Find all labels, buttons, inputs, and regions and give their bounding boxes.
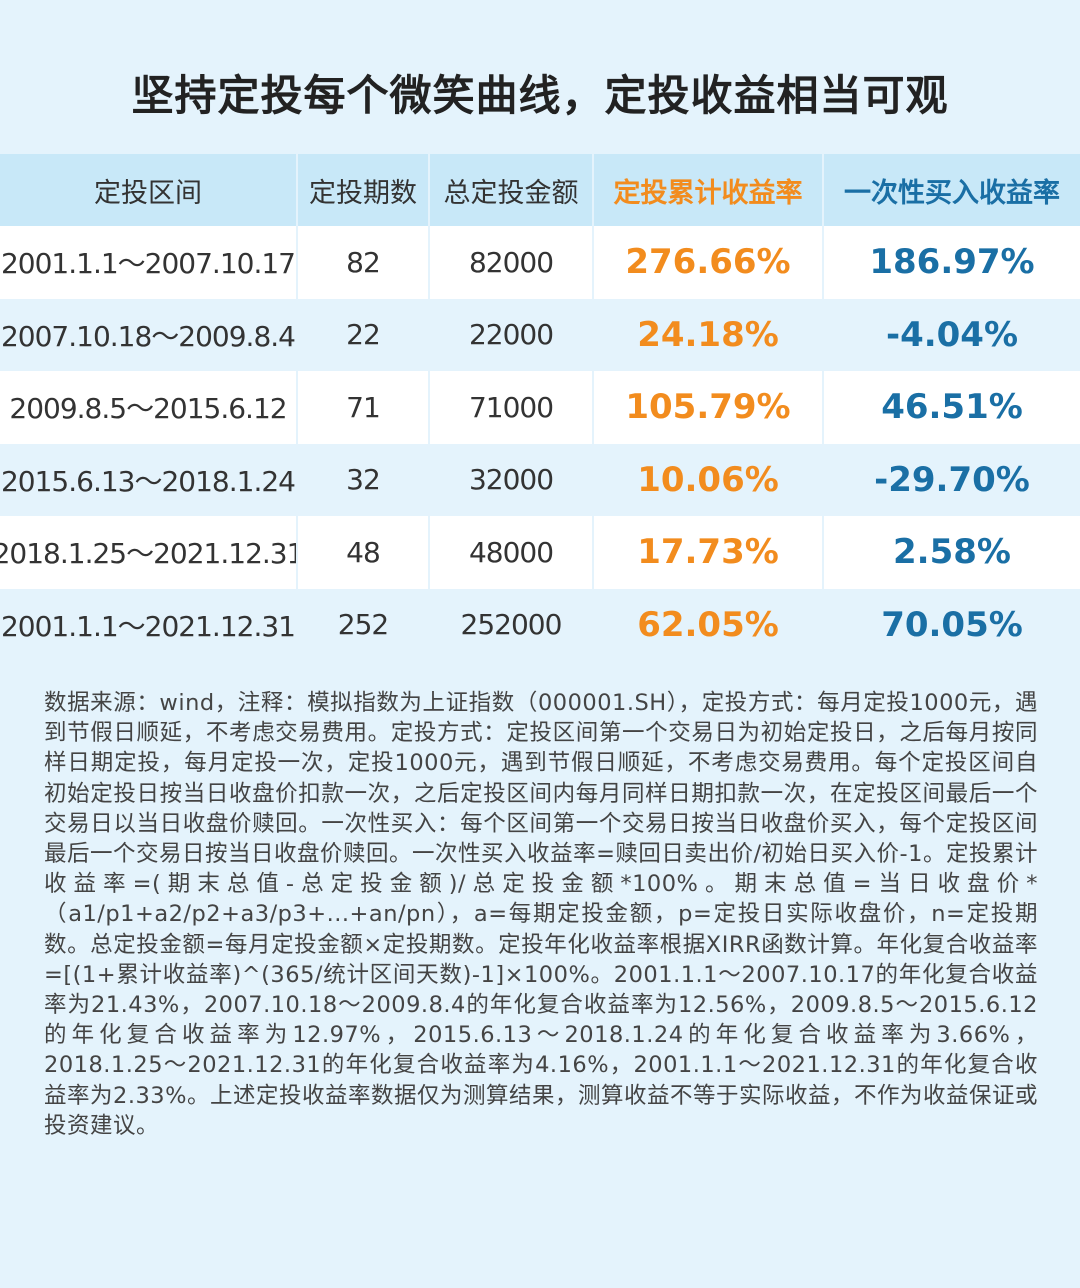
cell-dca-return: 105.79% <box>594 371 824 444</box>
cell-lump-sum-return: 2.58% <box>824 516 1080 589</box>
table-row: 2007.10.18～2009.8.4 22 22000 24.18% -4.0… <box>0 298 1080 371</box>
cell-lump-sum-return: -29.70% <box>824 443 1080 516</box>
cell-period: 2001.1.1～2007.10.17 <box>0 226 298 299</box>
table-row: 2015.6.13～2018.1.24 32 32000 10.06% -29.… <box>0 443 1080 516</box>
cell-total-amount: 82000 <box>430 226 594 299</box>
cell-period: 2007.10.18～2009.8.4 <box>0 298 298 371</box>
cell-total-amount: 71000 <box>430 371 594 444</box>
cell-count: 22 <box>298 298 430 371</box>
disclaimer-note: 数据来源：wind，注释：模拟指数为上证指数（000001.SH），定投方式：每… <box>44 690 1038 1139</box>
cell-total-amount: 32000 <box>430 443 594 516</box>
cell-total-amount: 48000 <box>430 516 594 589</box>
cell-lump-sum-return: 70.05% <box>824 588 1080 661</box>
cell-period: 2018.1.25～2021.12.31 <box>0 516 298 589</box>
cell-count: 71 <box>298 371 430 444</box>
table-row: 2001.1.1～2021.12.31 252 252000 62.05% 70… <box>0 588 1080 661</box>
cell-period: 2009.8.5～2015.6.12 <box>0 371 298 444</box>
cell-dca-return: 17.73% <box>594 516 824 589</box>
cell-dca-return: 62.05% <box>594 588 824 661</box>
cell-lump-sum-return: -4.04% <box>824 298 1080 371</box>
cell-lump-sum-return: 46.51% <box>824 371 1080 444</box>
header-lump-sum-return: 一次性买入收益率 <box>824 154 1080 226</box>
header-total-amount: 总定投金额 <box>430 154 594 226</box>
header-dca-return: 定投累计收益率 <box>594 154 824 226</box>
page-title: 坚持定投每个微笑曲线，定投收益相当可观 <box>131 71 949 120</box>
table-row: 2009.8.5～2015.6.12 71 71000 105.79% 46.5… <box>0 371 1080 444</box>
cell-dca-return: 10.06% <box>594 443 824 516</box>
cell-count: 82 <box>298 226 430 299</box>
cell-total-amount: 252000 <box>430 588 594 661</box>
returns-table: 定投区间 定投期数 总定投金额 定投累计收益率 一次性买入收益率 2001.1.… <box>0 154 1080 661</box>
table-row: 2001.1.1～2007.10.17 82 82000 276.66% 186… <box>0 226 1080 299</box>
table-header-row: 定投区间 定投期数 总定投金额 定投累计收益率 一次性买入收益率 <box>0 154 1080 226</box>
cell-period: 2001.1.1～2021.12.31 <box>0 588 298 661</box>
table-row: 2018.1.25～2021.12.31 48 48000 17.73% 2.5… <box>0 516 1080 589</box>
cell-count: 48 <box>298 516 430 589</box>
cell-count: 252 <box>298 588 430 661</box>
header-period: 定投区间 <box>0 154 298 226</box>
header-count: 定投期数 <box>298 154 430 226</box>
cell-count: 32 <box>298 443 430 516</box>
cell-period: 2015.6.13～2018.1.24 <box>0 443 298 516</box>
cell-dca-return: 276.66% <box>594 226 824 299</box>
cell-lump-sum-return: 186.97% <box>824 226 1080 299</box>
cell-total-amount: 22000 <box>430 298 594 371</box>
cell-dca-return: 24.18% <box>594 298 824 371</box>
